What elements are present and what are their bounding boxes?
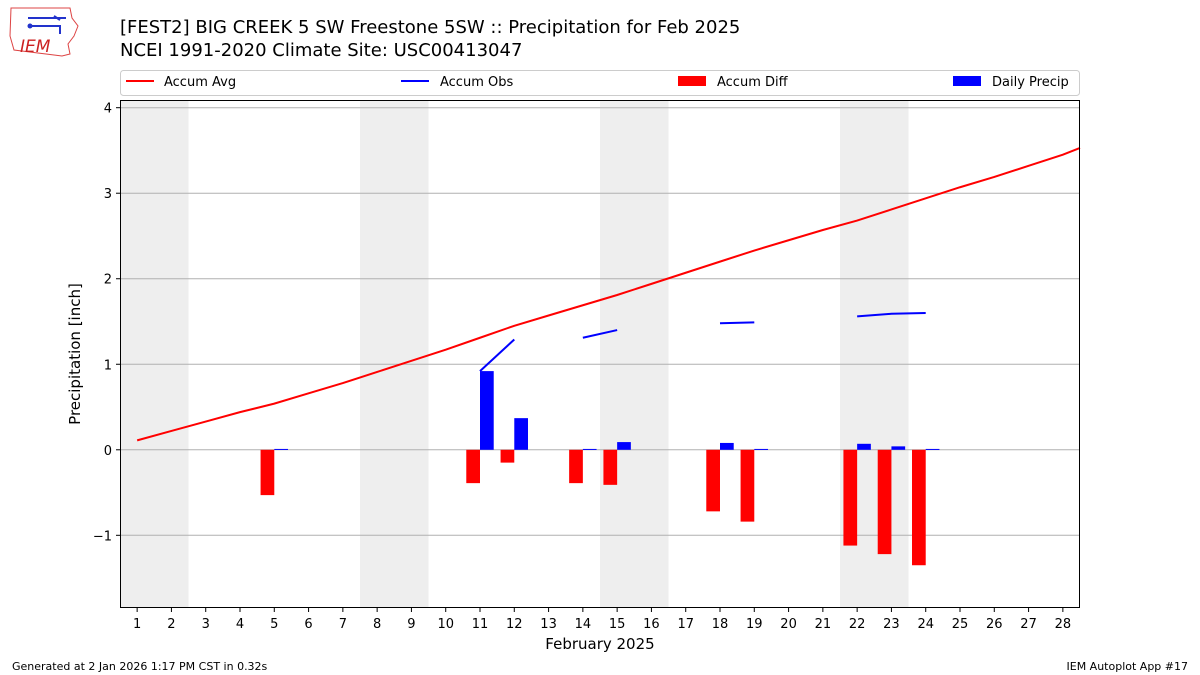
x-tick-label: 11	[472, 617, 489, 632]
legend-swatch-daily-precip	[953, 76, 981, 86]
y-tick-label: 4	[104, 102, 112, 117]
accum-avg-line	[136, 146, 1081, 442]
daily-precip-bar	[754, 448, 768, 450]
x-tick-label: 23	[883, 617, 900, 632]
x-tick-label: 13	[540, 617, 557, 632]
accum-diff-bar	[740, 449, 755, 522]
x-tick-label: 20	[780, 617, 797, 632]
x-tick-label: 28	[1055, 617, 1072, 632]
x-tick-label: 16	[643, 617, 660, 632]
daily-precip-bar	[480, 371, 494, 450]
accum-diff-bar	[877, 449, 892, 555]
x-tick-label: 12	[506, 617, 523, 632]
daily-precip-bar	[857, 443, 871, 450]
x-tick-label: 27	[1020, 617, 1037, 632]
daily-precip-bar	[617, 442, 631, 450]
accum-diff-bar	[569, 449, 583, 484]
x-tick-label: 8	[373, 617, 381, 632]
legend-accum-diff: Accum Diff	[717, 75, 789, 90]
legend-daily-precip: Daily Precip	[992, 75, 1069, 90]
chart-title: [FEST2] BIG CREEK 5 SW Freestone 5SW :: …	[120, 17, 741, 38]
accum-diff-bar	[466, 449, 480, 484]
x-tick-label: 18	[712, 617, 729, 632]
accum-obs-line	[582, 329, 618, 339]
generated-note: Generated at 2 Jan 2026 1:17 PM CST in 0…	[12, 660, 268, 673]
x-tick-label: 3	[202, 617, 210, 632]
y-tick-label: −1	[93, 529, 112, 544]
x-tick-label: 7	[339, 617, 347, 632]
daily-precip-bar	[582, 448, 597, 450]
plot-frame	[120, 100, 1080, 608]
accum-diff-bar	[500, 449, 515, 463]
x-tick-label: 6	[304, 617, 312, 632]
legend-swatch-accum-diff	[678, 76, 706, 86]
accum-diff-bar	[843, 449, 858, 546]
x-tick-label: 21	[815, 617, 832, 632]
legend-accum-obs: Accum Obs	[440, 75, 513, 90]
x-tick-label: 22	[849, 617, 866, 632]
daily-precip-bar	[925, 448, 940, 450]
daily-precip-bar	[891, 446, 906, 450]
y-tick-label: 2	[104, 273, 112, 288]
accum-obs-line	[719, 321, 755, 325]
legend: Accum Avg Accum Obs Accum Diff Daily Pre…	[120, 70, 1080, 96]
weekend-band	[120, 100, 189, 608]
legend-accum-avg: Accum Avg	[164, 75, 236, 90]
accum-diff-bar	[603, 449, 618, 485]
iem-logo: IEM	[9, 7, 79, 57]
x-tick-label: 26	[986, 617, 1003, 632]
accum-diff-bar	[912, 449, 926, 566]
x-tick-label: 1	[133, 617, 141, 632]
x-tick-label: 19	[746, 617, 763, 632]
accum-obs-line	[479, 338, 515, 372]
weekend-band	[360, 100, 429, 608]
logo-text: IEM	[20, 37, 51, 57]
accum-diff-bar	[260, 449, 275, 496]
x-tick-label: 9	[407, 617, 415, 632]
y-tick-label: 0	[104, 444, 112, 459]
x-tick-label: 5	[270, 617, 278, 632]
y-tick-label: 3	[104, 187, 112, 202]
x-tick-label: 14	[575, 617, 592, 632]
x-tick-label: 10	[437, 617, 454, 632]
x-tick-label: 24	[917, 617, 934, 632]
app-note: IEM Autoplot App #17	[1066, 660, 1189, 673]
x-tick-label: 2	[167, 617, 175, 632]
daily-precip-bar	[514, 418, 528, 450]
accum-diff-bar	[706, 449, 720, 512]
x-tick-label: 15	[609, 617, 626, 632]
y-axis-label: Precipitation [inch]	[66, 283, 84, 425]
x-tick-label: 25	[952, 617, 969, 632]
weekend-band	[600, 100, 669, 608]
chart-subtitle: NCEI 1991-2020 Climate Site: USC00413047	[120, 40, 523, 61]
y-tick-label: 1	[104, 358, 112, 373]
accum-obs-line	[857, 311, 926, 318]
daily-precip-bar	[274, 448, 288, 450]
daily-precip-bar	[720, 442, 734, 450]
x-tick-label: 4	[236, 617, 244, 632]
x-tick-label: 17	[677, 617, 694, 632]
x-axis-label: February 2025	[545, 635, 654, 653]
